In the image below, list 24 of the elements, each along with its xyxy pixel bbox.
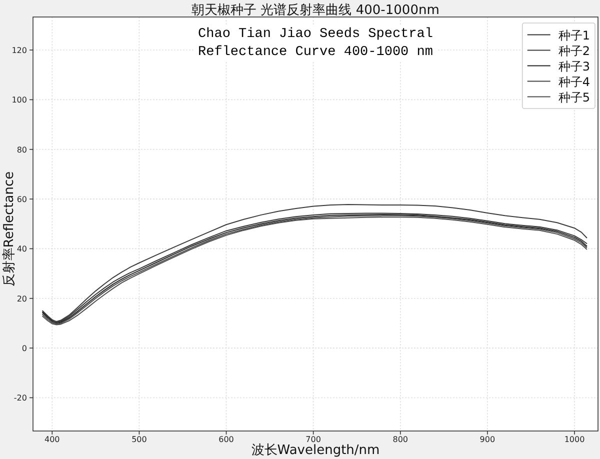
y-axis-title: 反射率Reflectance bbox=[1, 171, 17, 287]
chart-title: 朝天椒种子 光谱反射率曲线 400-1000nm bbox=[192, 2, 440, 18]
legend-label: 种子4 bbox=[558, 74, 590, 89]
x-tick-label: 1000 bbox=[564, 435, 585, 444]
x-tick-label: 500 bbox=[132, 435, 147, 444]
x-tick-label: 700 bbox=[306, 435, 321, 444]
y-tick-label: 0 bbox=[22, 344, 27, 354]
y-tick-label: 60 bbox=[16, 195, 27, 204]
legend-label: 种子2 bbox=[558, 44, 590, 58]
x-tick-label: 800 bbox=[392, 435, 408, 444]
x-tick-label: 900 bbox=[480, 435, 496, 444]
y-tick-label: -20 bbox=[14, 394, 27, 403]
x-tick-label: 400 bbox=[44, 435, 60, 444]
legend-label: 种子1 bbox=[558, 28, 590, 42]
legend-label: 种子5 bbox=[558, 90, 590, 104]
y-tick-label: 100 bbox=[12, 96, 27, 105]
x-axis-title: 波长Wavelength/nm bbox=[251, 443, 380, 458]
annotation: Chao Tian Jiao Seeds Spectral Reflectance Curve 400-1000 nm bbox=[194, 25, 437, 62]
y-tick-label: 20 bbox=[16, 294, 27, 304]
x-tick-label: 600 bbox=[218, 435, 234, 444]
y-tick-label: 120 bbox=[12, 46, 27, 56]
y-tick-label: 40 bbox=[16, 244, 27, 254]
legend-label: 种子3 bbox=[558, 59, 590, 74]
y-tick-label: 80 bbox=[16, 145, 27, 154]
